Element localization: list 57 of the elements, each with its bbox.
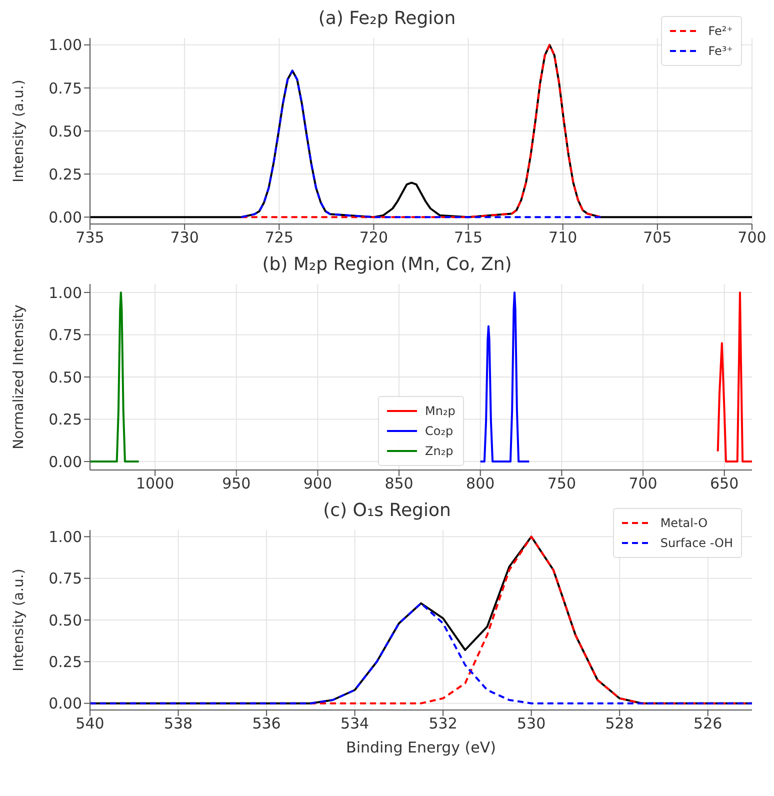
y-tick-label: 1.00 bbox=[48, 528, 82, 546]
x-tick-label: 715 bbox=[454, 228, 483, 247]
chart-title: (c) O₁s Region bbox=[323, 500, 451, 521]
x-tick-label: 538 bbox=[164, 714, 193, 733]
y-tick-label: 0.50 bbox=[48, 122, 82, 140]
legend-label: Co₂p bbox=[425, 423, 454, 440]
x-tick-label: 534 bbox=[340, 714, 370, 733]
x-tick-label: 1000 bbox=[136, 474, 174, 493]
y-tick-label: 0.75 bbox=[48, 570, 82, 588]
x-tick-label: 705 bbox=[643, 228, 672, 247]
x-tick-label: 700 bbox=[628, 474, 658, 493]
line-series bbox=[90, 291, 140, 463]
y-tick-label: 0.25 bbox=[48, 165, 82, 184]
line-series bbox=[90, 602, 752, 704]
x-tick-label: 750 bbox=[547, 474, 576, 493]
x-tick-label: 900 bbox=[303, 474, 332, 493]
chart-title: (b) M₂p Region (Mn, Co, Zn) bbox=[261, 254, 513, 277]
y-tick-label: 0.00 bbox=[48, 694, 82, 713]
legend-label: Metal-O bbox=[660, 515, 708, 532]
x-tick-label: 725 bbox=[264, 228, 294, 247]
x-tick-label: 710 bbox=[548, 228, 578, 247]
y-axis-title: Intensity (a.u.) bbox=[10, 568, 27, 672]
x-axis-title: Binding Energy (eV) bbox=[346, 738, 496, 757]
x-tick-label: 532 bbox=[428, 714, 458, 733]
y-tick-label: 0.00 bbox=[48, 208, 82, 226]
legend-label: Surface -OH bbox=[660, 535, 733, 552]
legend-label: Fe²⁺ bbox=[708, 23, 733, 40]
legend-label: Zn₂p bbox=[425, 443, 454, 460]
x-tick-label: 850 bbox=[384, 474, 414, 493]
x-tick-label: 730 bbox=[170, 228, 199, 247]
y-axis-title: Intensity (a.u.) bbox=[10, 80, 27, 182]
y-tick-label: 1.00 bbox=[48, 36, 82, 54]
x-tick-label: 700 bbox=[738, 228, 766, 247]
y-axis-title: Normalized Intensity bbox=[10, 304, 27, 450]
y-tick-label: 0.25 bbox=[48, 652, 82, 671]
legend-label: Fe³⁺ bbox=[708, 43, 733, 60]
x-tick-label: 650 bbox=[710, 474, 739, 493]
legend-label: Mn₂p bbox=[425, 403, 456, 420]
y-tick-label: 0.50 bbox=[48, 368, 82, 386]
y-tick-label: 0.25 bbox=[48, 410, 82, 429]
x-tick-label: 536 bbox=[252, 714, 281, 733]
x-tick-label: 950 bbox=[222, 474, 251, 493]
y-tick-label: 0.75 bbox=[48, 326, 82, 344]
x-tick-label: 528 bbox=[605, 714, 634, 733]
line-series bbox=[716, 291, 752, 463]
chart-title: (a) Fe₂p Region bbox=[318, 8, 456, 29]
y-tick-label: 0.50 bbox=[48, 611, 82, 630]
y-tick-label: 0.75 bbox=[48, 79, 82, 98]
y-tick-label: 1.00 bbox=[48, 284, 82, 302]
x-tick-label: 735 bbox=[76, 228, 104, 247]
y-tick-label: 0.00 bbox=[48, 452, 82, 471]
x-tick-label: 800 bbox=[466, 474, 495, 493]
line-series bbox=[479, 291, 530, 463]
x-tick-label: 720 bbox=[359, 228, 388, 247]
x-tick-label: 540 bbox=[76, 714, 104, 733]
x-tick-label: 530 bbox=[517, 714, 546, 733]
x-tick-label: 526 bbox=[694, 714, 722, 733]
